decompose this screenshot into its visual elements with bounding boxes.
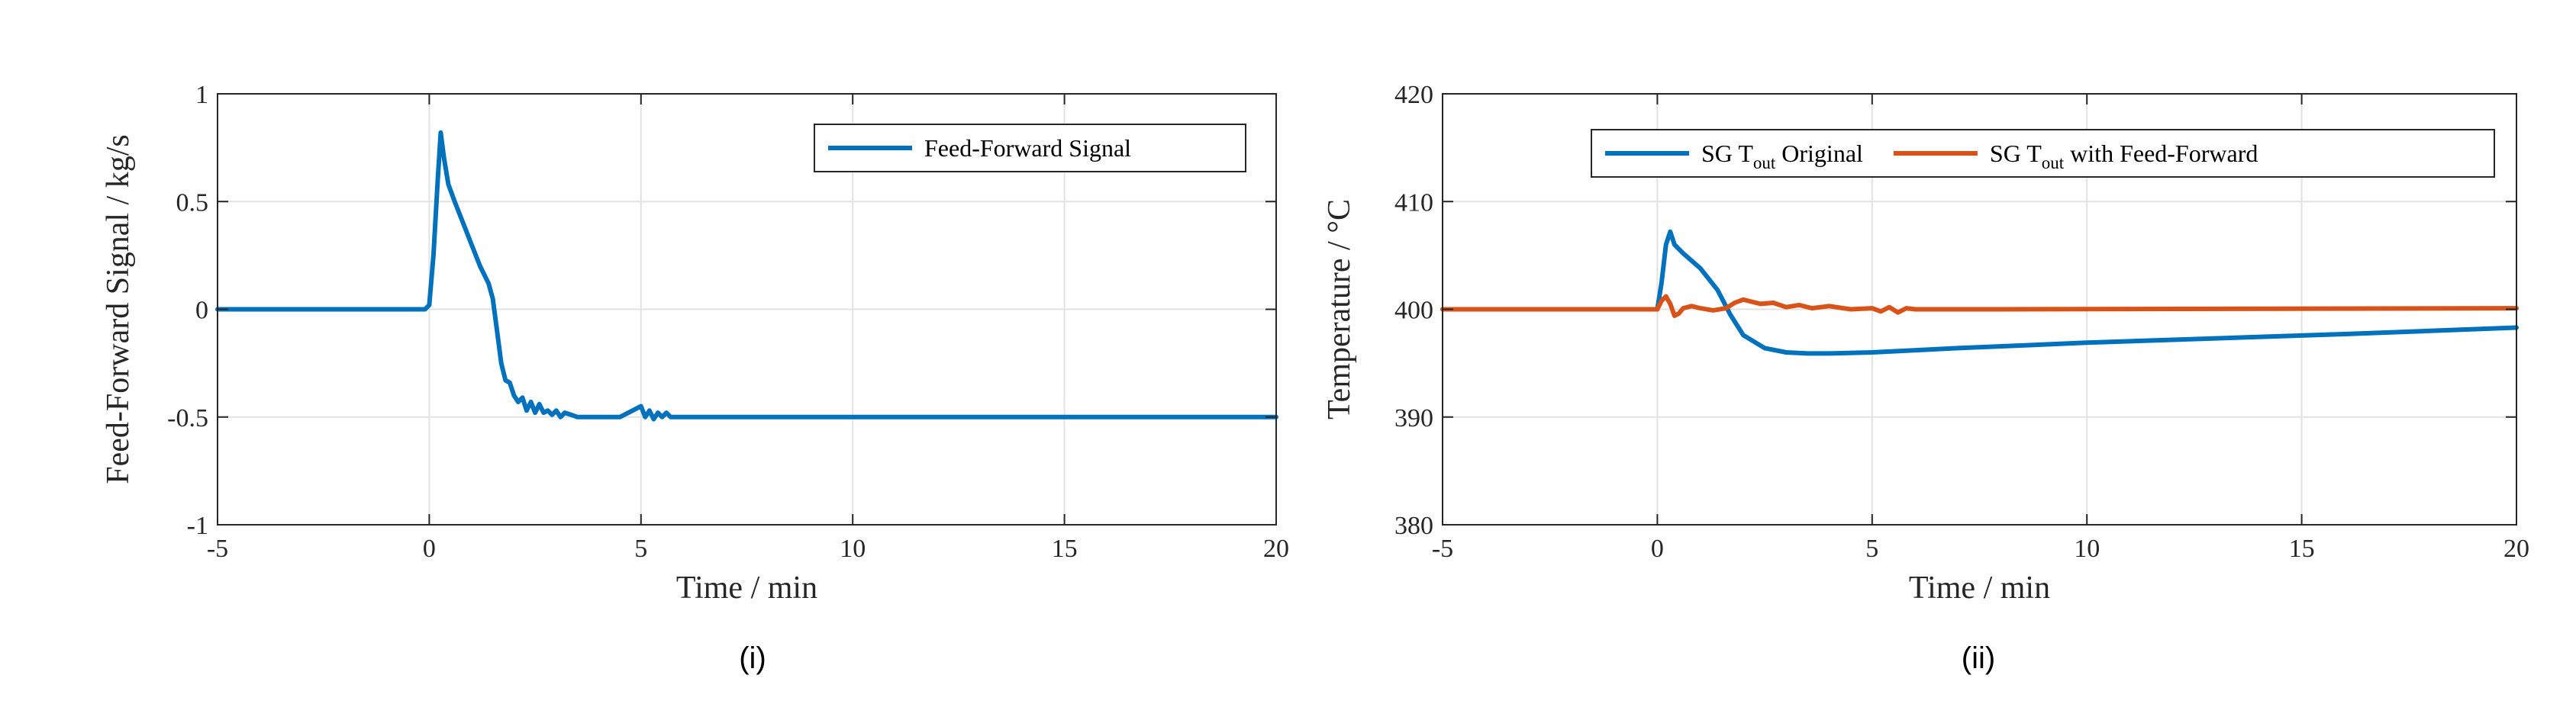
chart-panel-ii: -5 0 5 10 15 20 420 410 400 390 380 Time / min Tempe…: [1322, 81, 2529, 675]
chart1-y-tick-label-2: 0: [195, 297, 208, 325]
chart1-y-tick-label-1: 0.5: [176, 188, 209, 217]
chart2-caption: (ii): [1962, 641, 1995, 675]
chart1-x-axis-label: Time / min: [676, 571, 817, 606]
chart2-series-1-line: [1440, 229, 2519, 356]
chart1-x-tick-label-2: 5: [634, 535, 647, 563]
chart1-x-tick-label-5: 20: [1263, 535, 1289, 563]
chart2-x-tick-label-1: 0: [1651, 535, 1664, 563]
chart2-y-tick-label-4: 380: [1394, 512, 1433, 540]
chart2-legend-label-2: SG Tout with Feed-Forward: [1990, 140, 2258, 172]
chart-panel-i: -5 0 5 10 15 20 1 0.5 0 -0.5 -1 Time / min Feed-Forw…: [101, 81, 1289, 675]
chart1-y-axis-label: Feed-Forward Signal / kg/s: [101, 134, 136, 484]
chart2-x-axis-label: Time / min: [1909, 571, 2050, 606]
chart2-x-tick-label-0: -5: [1432, 535, 1453, 563]
chart1-x-tick-label-1: 0: [423, 535, 436, 563]
chart1-y-tick-label-4: -1: [187, 512, 208, 540]
chart2-x-tick-label-4: 15: [2289, 535, 2315, 563]
chart1-x-tick-label-0: -5: [207, 535, 228, 563]
chart1-legend-label-1: Feed-Forward Signal: [924, 134, 1131, 162]
chart1-y-tick-label-0: 1: [195, 81, 208, 109]
chart1-y-tick-label-3: -0.5: [167, 404, 208, 432]
chart2-legend-label-1: SG Tout Original: [1701, 140, 1863, 172]
chart2-legend-box: [1591, 129, 2495, 178]
chart1-series-1-line: [215, 130, 1278, 422]
chart2-y-tick-label-1: 410: [1394, 188, 1433, 217]
chart2-y-axis-label: Temperature / °C: [1322, 199, 1357, 420]
chart2-y-tick-label-3: 390: [1394, 404, 1433, 432]
chart1-x-tick-label-3: 10: [840, 535, 866, 563]
chart1-x-tick-label-4: 15: [1052, 535, 1078, 563]
chart2-x-tick-label-3: 10: [2074, 535, 2100, 563]
chart2-y-tick-label-2: 400: [1394, 297, 1433, 325]
chart2-y-tick-label-0: 420: [1394, 81, 1433, 109]
chart2-x-tick-label-5: 20: [2503, 535, 2529, 563]
chart2-x-tick-label-2: 5: [1865, 535, 1878, 563]
chart1-caption: (i): [739, 641, 766, 675]
chart2-series-2-line: [1440, 294, 2519, 318]
